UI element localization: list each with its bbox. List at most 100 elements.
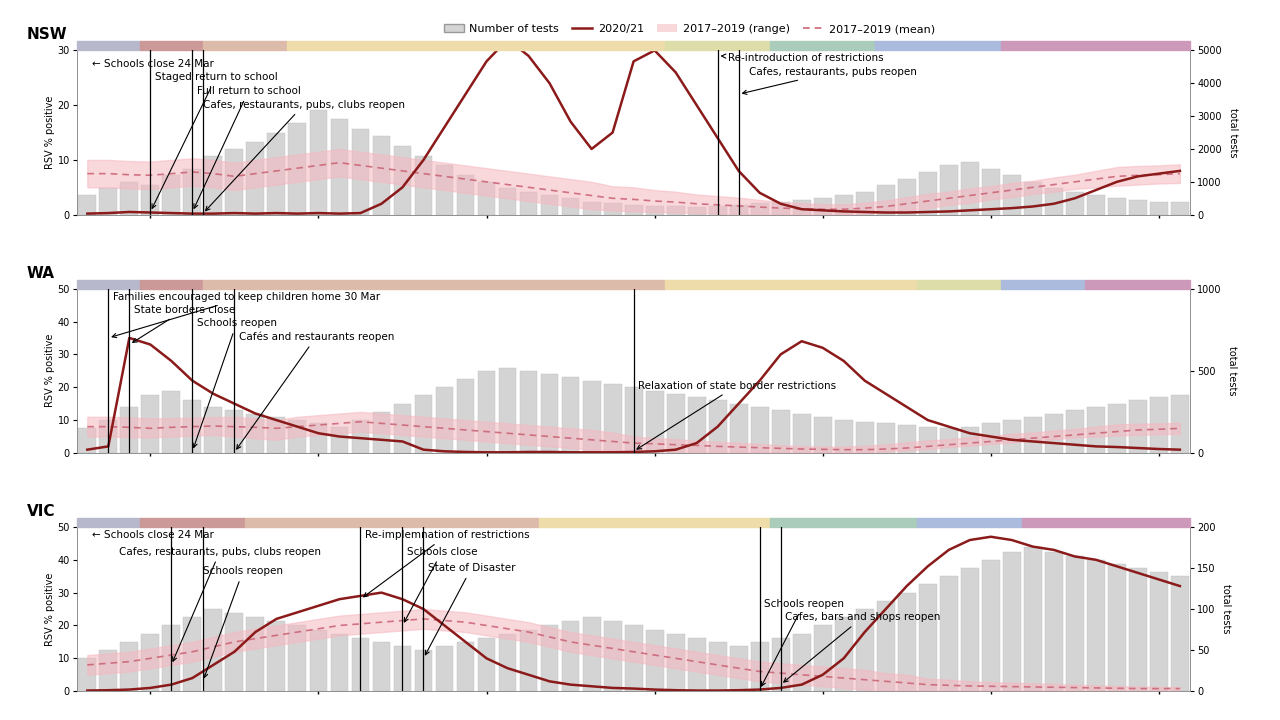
- Bar: [751, 407, 768, 453]
- Bar: [78, 658, 96, 691]
- Bar: [435, 387, 453, 453]
- Bar: [1024, 417, 1042, 453]
- Bar: [897, 179, 915, 215]
- Bar: [1085, 279, 1190, 289]
- Bar: [310, 629, 328, 691]
- Bar: [288, 122, 306, 215]
- Bar: [499, 634, 516, 691]
- Bar: [140, 279, 202, 289]
- Bar: [539, 518, 771, 527]
- Bar: [625, 205, 643, 215]
- Bar: [330, 634, 348, 691]
- Text: State borders close: State borders close: [133, 305, 234, 343]
- Bar: [1066, 410, 1084, 453]
- Bar: [792, 413, 810, 453]
- Bar: [897, 593, 915, 691]
- Bar: [183, 617, 201, 691]
- Bar: [288, 626, 306, 691]
- Bar: [1001, 41, 1190, 50]
- Bar: [393, 145, 411, 215]
- Text: Staged return to school: Staged return to school: [152, 72, 278, 208]
- Bar: [1002, 420, 1020, 453]
- Y-axis label: total tests: total tests: [1228, 346, 1238, 395]
- Bar: [372, 642, 390, 691]
- Bar: [100, 650, 118, 691]
- Bar: [772, 638, 790, 691]
- Bar: [730, 205, 748, 215]
- Bar: [1171, 576, 1189, 691]
- Bar: [205, 407, 223, 453]
- Bar: [140, 518, 244, 527]
- Text: Schools close: Schools close: [404, 546, 477, 622]
- Bar: [961, 568, 979, 691]
- Bar: [919, 427, 937, 453]
- Bar: [163, 626, 180, 691]
- Bar: [435, 646, 453, 691]
- Bar: [393, 646, 411, 691]
- Text: State of Disaster: State of Disaster: [425, 563, 515, 654]
- Bar: [709, 642, 727, 691]
- Bar: [1171, 395, 1189, 453]
- Bar: [877, 185, 895, 215]
- Bar: [1149, 397, 1167, 453]
- Bar: [1129, 568, 1147, 691]
- Bar: [666, 41, 771, 50]
- Bar: [1044, 413, 1062, 453]
- Bar: [77, 279, 140, 289]
- Bar: [1108, 198, 1126, 215]
- Bar: [687, 397, 705, 453]
- Bar: [666, 279, 918, 289]
- Bar: [918, 279, 1001, 289]
- Bar: [792, 634, 810, 691]
- Bar: [268, 417, 285, 453]
- Bar: [183, 168, 201, 215]
- Text: Schools reopen: Schools reopen: [762, 599, 844, 686]
- Bar: [247, 413, 265, 453]
- Bar: [1024, 182, 1042, 215]
- Bar: [287, 41, 666, 50]
- Bar: [1171, 202, 1189, 215]
- Y-axis label: total tests: total tests: [1221, 585, 1231, 634]
- Bar: [352, 638, 370, 691]
- Bar: [604, 203, 622, 215]
- Bar: [78, 428, 96, 453]
- Bar: [477, 638, 495, 691]
- Text: NSW: NSW: [27, 27, 68, 42]
- Bar: [499, 189, 516, 215]
- Bar: [1024, 547, 1042, 691]
- Bar: [352, 420, 370, 453]
- Bar: [77, 518, 140, 527]
- Bar: [1002, 175, 1020, 215]
- Text: Cafes, bars and shops reopen: Cafes, bars and shops reopen: [783, 612, 941, 682]
- Bar: [919, 172, 937, 215]
- Bar: [540, 626, 558, 691]
- Bar: [141, 634, 159, 691]
- Bar: [457, 379, 475, 453]
- Bar: [625, 626, 643, 691]
- Bar: [352, 130, 370, 215]
- Bar: [751, 203, 768, 215]
- Bar: [520, 371, 538, 453]
- Bar: [372, 412, 390, 453]
- Text: ← Schools close 24 Mar: ← Schools close 24 Mar: [91, 530, 214, 540]
- Bar: [687, 638, 705, 691]
- Bar: [645, 205, 663, 215]
- Bar: [330, 427, 348, 453]
- Bar: [244, 518, 539, 527]
- Bar: [835, 195, 852, 215]
- Bar: [163, 390, 180, 453]
- Bar: [562, 377, 580, 453]
- Y-axis label: RSV % positive: RSV % positive: [45, 572, 55, 646]
- Bar: [940, 428, 957, 453]
- Text: Schools reopen: Schools reopen: [193, 318, 276, 448]
- Text: Full return to school: Full return to school: [195, 86, 301, 208]
- Bar: [771, 518, 918, 527]
- Bar: [540, 195, 558, 215]
- Bar: [205, 609, 223, 691]
- Bar: [582, 381, 600, 453]
- Bar: [1087, 559, 1105, 691]
- Bar: [751, 642, 768, 691]
- Bar: [141, 185, 159, 215]
- Bar: [1108, 564, 1126, 691]
- Text: Re-implemnation of restrictions: Re-implemnation of restrictions: [364, 530, 530, 597]
